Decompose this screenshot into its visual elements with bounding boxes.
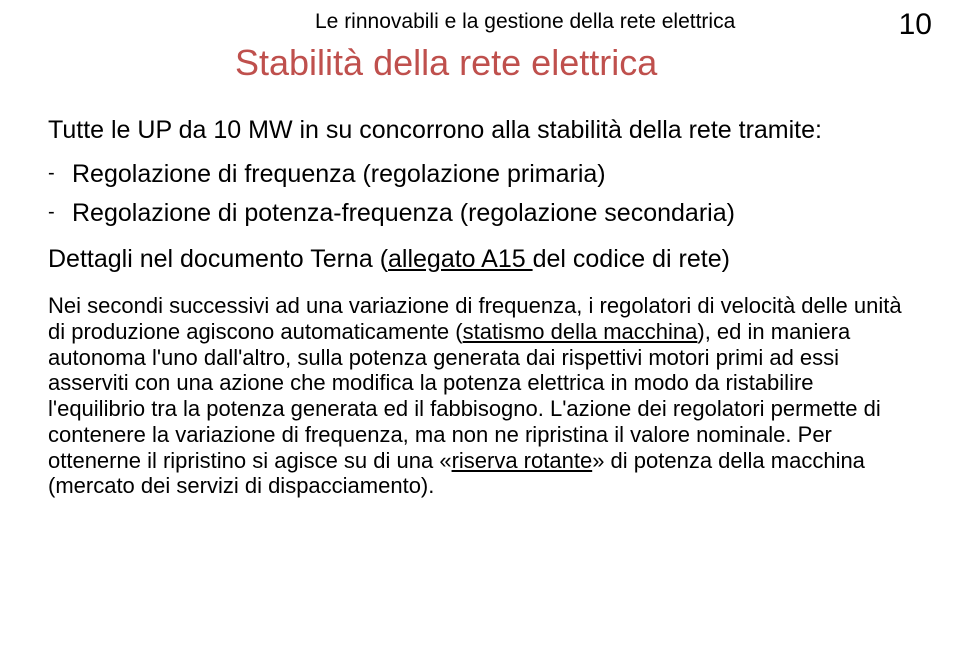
bullet-text: Regolazione di frequenza (regolazione pr…	[72, 156, 912, 192]
detail-after: del codice di rete)	[533, 245, 730, 273]
paragraph: Nei secondi successivi ad una variazione…	[48, 293, 912, 499]
bullet-text: Regolazione di potenza-frequenza (regola…	[72, 195, 912, 231]
detail-before: Dettagli nel documento Terna (	[48, 245, 388, 273]
intro-text: Tutte le UP da 10 MW in su concorrono al…	[48, 112, 912, 148]
para-link-riserva[interactable]: riserva rotante	[452, 448, 593, 473]
bullet-dash-icon: -	[48, 195, 72, 231]
detail-link[interactable]: allegato A15	[388, 245, 533, 273]
slide-title: Stabilità della rete elettrica	[235, 42, 657, 84]
running-title: Le rinnovabili e la gestione della rete …	[315, 10, 735, 34]
detail-line: Dettagli nel documento Terna (allegato A…	[48, 243, 912, 276]
bullet-dash-icon: -	[48, 156, 72, 192]
para-link-statismo[interactable]: statismo della macchina	[463, 319, 698, 344]
page-number: 10	[899, 8, 932, 42]
bullet-item: - Regolazione di potenza-frequenza (rego…	[48, 195, 912, 231]
slide-page: Le rinnovabili e la gestione della rete …	[0, 0, 960, 651]
bullet-list: - Regolazione di frequenza (regolazione …	[48, 156, 912, 231]
slide-body: Tutte le UP da 10 MW in su concorrono al…	[48, 112, 912, 499]
bullet-item: - Regolazione di frequenza (regolazione …	[48, 156, 912, 192]
